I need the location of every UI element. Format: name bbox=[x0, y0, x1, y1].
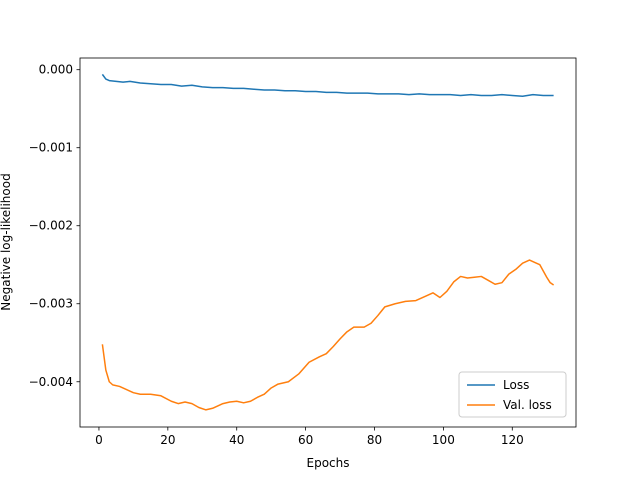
axes-frame bbox=[79, 57, 577, 428]
x-tick-label: 0 bbox=[95, 433, 103, 447]
axis-ticks: 0 20 40 60 80 100 120 0.000 −0.001 −0.002 −0.003 −0… bbox=[29, 63, 524, 447]
y-axis-label: Negative log-likelihood bbox=[0, 173, 13, 310]
legend-label-loss: Loss bbox=[503, 378, 529, 392]
y-tick-label: 0.000 bbox=[39, 63, 73, 77]
x-axis-label: Epochs bbox=[307, 456, 350, 470]
x-tick-label: 100 bbox=[432, 433, 455, 447]
y-tick-label: −0.004 bbox=[29, 375, 73, 389]
x-tick-label: 40 bbox=[229, 433, 244, 447]
x-tick-label: 120 bbox=[501, 433, 524, 447]
y-tick-label: −0.001 bbox=[29, 141, 73, 155]
y-tick-label: −0.003 bbox=[29, 297, 73, 311]
legend-label-val-loss: Val. loss bbox=[503, 398, 552, 412]
plot-area bbox=[79, 57, 577, 428]
x-tick-label: 20 bbox=[160, 433, 175, 447]
legend: Loss Val. loss bbox=[458, 371, 567, 418]
series-line-val-loss bbox=[101, 259, 555, 411]
series-line-loss bbox=[101, 73, 554, 97]
x-tick-label: 60 bbox=[298, 433, 313, 447]
y-tick-label: −0.002 bbox=[29, 219, 73, 233]
x-tick-label: 80 bbox=[367, 433, 382, 447]
